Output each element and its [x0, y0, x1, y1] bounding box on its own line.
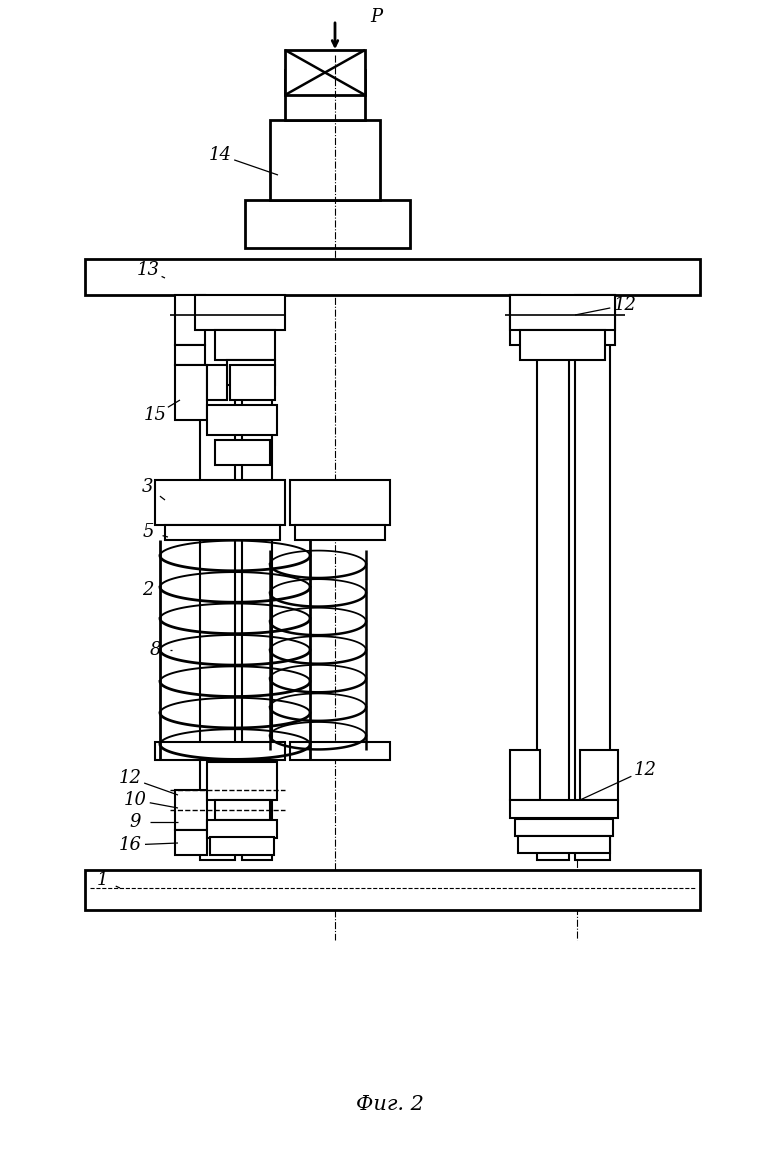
Bar [207, 762, 277, 800]
Bar [285, 50, 365, 95]
Bar [175, 345, 205, 365]
Text: 8: 8 [149, 640, 161, 659]
Text: 12: 12 [119, 769, 141, 787]
Bar [155, 742, 285, 760]
Bar [215, 440, 270, 465]
Bar [207, 405, 277, 435]
Bar [510, 750, 540, 800]
Bar [85, 258, 700, 295]
Bar [290, 480, 390, 525]
Bar [537, 300, 569, 860]
Bar [245, 200, 410, 248]
Text: 12: 12 [614, 295, 636, 314]
Text: 10: 10 [123, 790, 147, 809]
Text: 15: 15 [144, 406, 166, 424]
Bar [575, 295, 615, 345]
Text: 13: 13 [136, 261, 159, 279]
Bar [230, 365, 275, 400]
Bar [210, 837, 274, 855]
Text: 9: 9 [129, 814, 140, 831]
Bar [580, 750, 618, 800]
Bar [175, 295, 205, 345]
Bar [207, 820, 277, 838]
Bar [207, 365, 227, 400]
Bar [515, 819, 613, 835]
Text: 5: 5 [142, 523, 154, 541]
Bar [290, 742, 390, 760]
Bar [85, 870, 700, 911]
Text: 1: 1 [96, 871, 108, 889]
Bar [155, 480, 285, 525]
Text: P: P [370, 8, 382, 27]
Text: 3: 3 [142, 478, 154, 496]
Bar [175, 365, 207, 420]
Bar [518, 835, 610, 853]
Bar [165, 525, 280, 540]
Bar [575, 300, 610, 860]
Bar [195, 295, 285, 330]
Bar [175, 790, 207, 830]
Bar [510, 295, 540, 345]
Bar [295, 525, 385, 540]
Bar [175, 830, 207, 855]
Bar [520, 330, 605, 360]
Bar [285, 70, 365, 120]
Text: 14: 14 [208, 147, 232, 164]
Bar [215, 800, 270, 820]
Bar [242, 300, 272, 860]
Text: 16: 16 [119, 835, 141, 854]
Bar [510, 800, 618, 818]
Bar [200, 300, 235, 860]
Bar [215, 330, 275, 360]
Bar [510, 295, 615, 330]
Bar [270, 120, 380, 200]
Bar [227, 360, 275, 385]
Text: 2: 2 [142, 580, 154, 599]
Text: 12: 12 [633, 760, 657, 779]
Text: Фиг. 2: Фиг. 2 [356, 1095, 424, 1115]
